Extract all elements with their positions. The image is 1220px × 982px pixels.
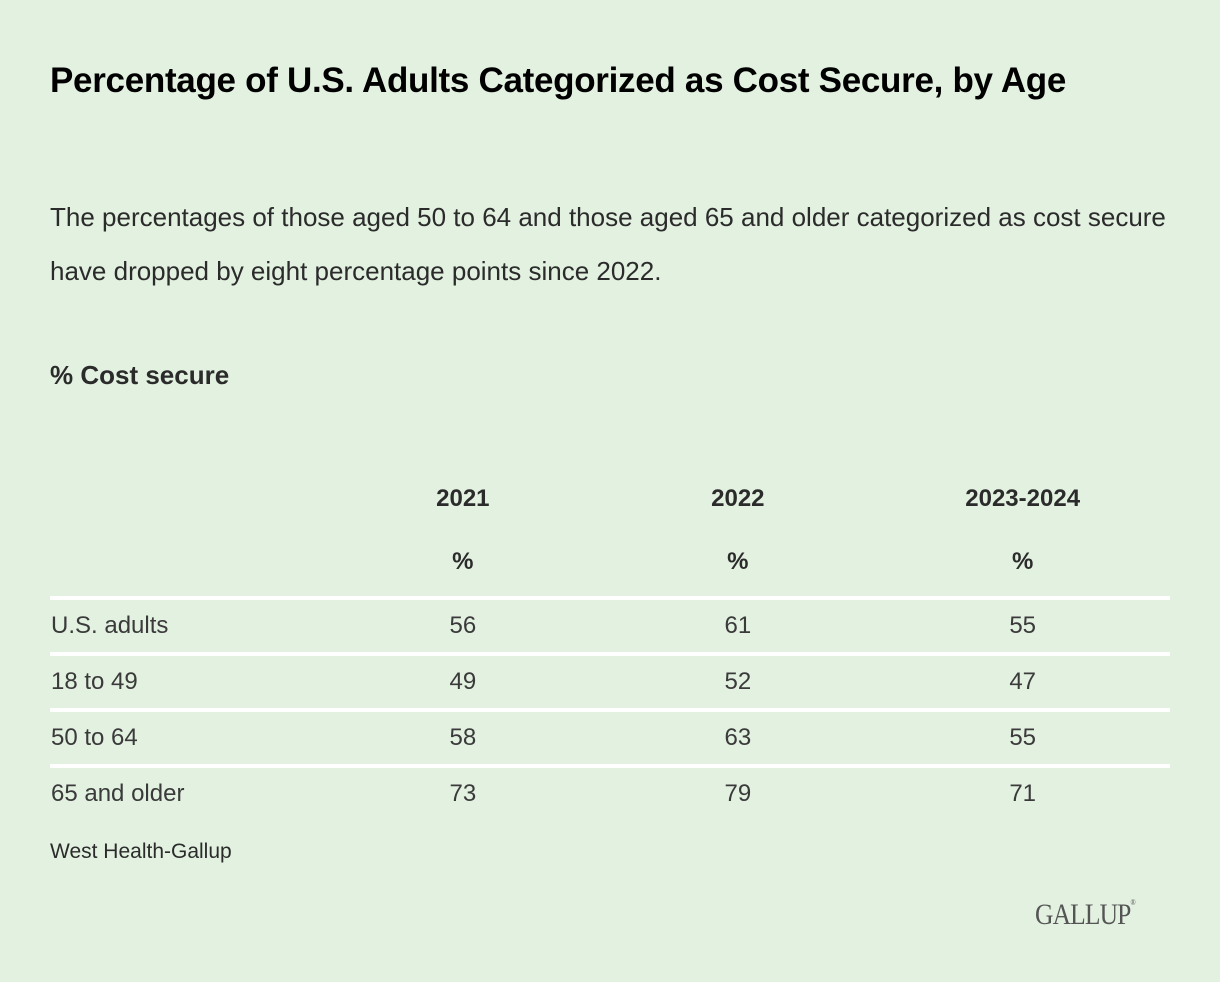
row-label: 50 to 64 <box>50 708 326 766</box>
unit-label: % <box>452 548 474 575</box>
table-cell: 55 <box>875 708 1170 766</box>
row-label: 65 and older <box>50 764 326 820</box>
table-cell: 61 <box>600 596 876 654</box>
unit-label: % <box>727 548 749 575</box>
header-row: 2021 2022 2023-2024 <box>50 470 1170 528</box>
table-cell: 47 <box>875 652 1170 710</box>
row-label: U.S. adults <box>50 596 326 654</box>
source-note: West Health-Gallup <box>50 840 232 863</box>
data-table: 2021 2022 2023-2024 % % % U.S. adults 56… <box>50 470 1170 820</box>
table-row: 65 and older 73 79 71 <box>50 764 1170 820</box>
table-cell: 63 <box>600 708 876 766</box>
gallup-logo: GALLUP® <box>1035 898 1136 932</box>
table-cell: 58 <box>325 708 601 766</box>
row-label: 18 to 49 <box>50 652 326 710</box>
measure-label: % Cost secure <box>50 360 230 390</box>
header-blank <box>50 470 325 528</box>
unit-label: % <box>1011 548 1034 575</box>
table-row: 50 to 64 58 63 55 <box>50 708 1170 766</box>
table-row: U.S. adults 56 61 55 <box>50 596 1170 654</box>
table-cell: 79 <box>600 764 876 820</box>
chart-title: Percentage of U.S. Adults Categorized as… <box>50 61 1067 100</box>
registered-mark-icon: ® <box>1130 898 1135 907</box>
column-header: 2021 <box>436 485 490 512</box>
table-row: 18 to 49 49 52 47 <box>50 652 1170 710</box>
table-cell: 56 <box>325 596 601 654</box>
table-cell: 73 <box>325 764 601 820</box>
logo-text: GALLUP <box>1035 898 1131 931</box>
table-cell: 71 <box>875 764 1170 820</box>
column-header: 2022 <box>711 485 765 512</box>
chart-subtitle: The percentages of those aged 50 to 64 a… <box>50 202 1166 286</box>
unit-blank <box>50 528 325 598</box>
table-cell: 55 <box>875 596 1170 654</box>
unit-row: % % % <box>50 528 1170 598</box>
table-cell: 52 <box>600 652 876 710</box>
column-header: 2023-2024 <box>965 485 1081 512</box>
table-cell: 49 <box>325 652 601 710</box>
